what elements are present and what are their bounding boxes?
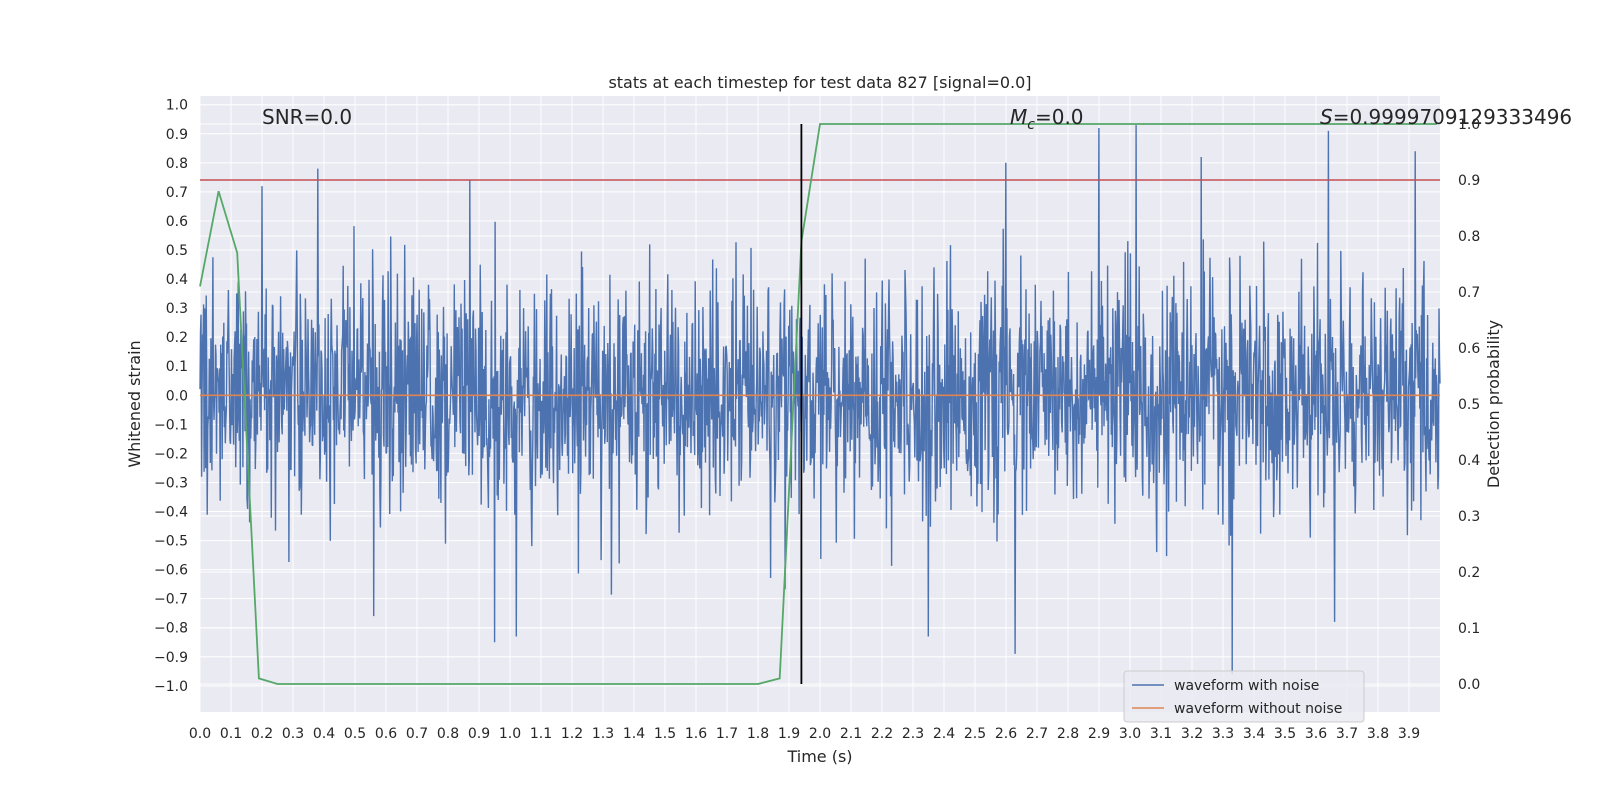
y-tick-label: 0.4 <box>166 272 188 288</box>
y-tick-label: −0.3 <box>154 475 188 491</box>
y-tick-label: 0.2 <box>166 330 188 346</box>
y-tick-label: −0.7 <box>154 592 188 608</box>
x-tick-label: 1.5 <box>654 726 676 742</box>
chirp-mass-annotation: Mc=0.0 <box>1010 105 1084 133</box>
x-tick-label: 0.4 <box>313 726 335 742</box>
s-symbol: S <box>1320 105 1333 129</box>
x-tick-label: 2.4 <box>933 726 955 742</box>
x-tick-label: 1.3 <box>592 726 614 742</box>
x-tick-label: 2.9 <box>1088 726 1110 742</box>
y-tick-label: 0.9 <box>166 127 188 143</box>
y-axis-right-ticks: 1.0 0.9 0.8 0.7 0.6 0.5 0.4 0.3 0.2 0.1 0.0 <box>1458 117 1480 693</box>
overlay-series <box>199 123 1440 685</box>
chirp-mass-symbol: M <box>1010 105 1027 129</box>
x-tick-label: 3.7 <box>1336 726 1358 742</box>
x-tick-label: 2.2 <box>871 726 893 742</box>
x-tick-label: 3.3 <box>1212 726 1234 742</box>
x-tick-label: 2.8 <box>1057 726 1079 742</box>
x-tick-label: 1.7 <box>716 726 738 742</box>
detection-probability-line <box>199 123 1437 685</box>
x-tick-label: 2.1 <box>840 726 862 742</box>
x-tick-label: 1.8 <box>747 726 769 742</box>
y-tick-label: −0.5 <box>154 534 188 550</box>
y-tick-label: 0.8 <box>166 156 188 172</box>
s-annotation: S=0.9999709129333496 <box>1320 105 1572 129</box>
y2-tick-label: 0.5 <box>1458 397 1480 413</box>
x-tick-label: 3.1 <box>1150 726 1172 742</box>
x-tick-label: 0.7 <box>406 726 428 742</box>
x-tick-label: 3.5 <box>1274 726 1296 742</box>
y-tick-label: −0.6 <box>154 563 188 579</box>
y2-tick-label: 0.8 <box>1458 229 1480 245</box>
x-axis-ticks: 0.0 0.1 0.2 0.3 0.4 0.5 0.6 0.7 0.8 0.9 1.0 1.1 1.2 1… <box>189 726 1420 742</box>
x-tick-label: 1.9 <box>778 726 800 742</box>
y2-tick-label: 0.9 <box>1458 173 1480 189</box>
x-tick-label: 2.3 <box>902 726 924 742</box>
x-tick-label: 3.0 <box>1119 726 1141 742</box>
x-tick-label: 0.0 <box>189 726 211 742</box>
y-tick-label: −1.0 <box>154 679 188 695</box>
x-tick-label: 2.7 <box>1026 726 1048 742</box>
y2-tick-label: 0.1 <box>1458 621 1480 637</box>
s-value: =0.9999709129333496 <box>1333 105 1572 129</box>
x-tick-label: 1.4 <box>623 726 645 742</box>
x-tick-label: 0.5 <box>344 726 366 742</box>
legend-label-waveform-without-noise: waveform without noise <box>1174 701 1342 717</box>
x-tick-label: 1.6 <box>685 726 707 742</box>
x-tick-label: 3.4 <box>1243 726 1265 742</box>
y-tick-label: −0.4 <box>154 505 188 521</box>
series-waveform-with-noise <box>199 125 1441 675</box>
chirp-mass-subscript: c <box>1027 117 1035 133</box>
x-tick-label: 2.0 <box>809 726 831 742</box>
y-axis-label: Whitened strain <box>125 340 144 467</box>
y-tick-label: −0.1 <box>154 417 188 433</box>
x-tick-label: 3.9 <box>1398 726 1420 742</box>
y2-tick-label: 0.6 <box>1458 341 1480 357</box>
x-tick-label: 0.1 <box>220 726 242 742</box>
x-tick-label: 1.0 <box>499 726 521 742</box>
x-tick-label: 3.8 <box>1367 726 1389 742</box>
x-tick-label: 0.9 <box>468 726 490 742</box>
y-tick-label: 0.5 <box>166 243 188 259</box>
y-tick-label: 0.1 <box>166 359 188 375</box>
y2-tick-label: 0.2 <box>1458 565 1480 581</box>
y-tick-label: 0.6 <box>166 214 188 230</box>
y2-tick-label: 0.4 <box>1458 453 1480 469</box>
y2-tick-label: 0.0 <box>1458 677 1480 693</box>
y2-tick-label: 0.7 <box>1458 285 1480 301</box>
y-tick-label: −0.9 <box>154 650 188 666</box>
legend: waveform with noise waveform without noi… <box>1123 670 1365 723</box>
y-tick-label: 0.3 <box>166 301 188 317</box>
x-tick-label: 0.8 <box>437 726 459 742</box>
x-axis-label: Time (s) <box>786 747 852 766</box>
y2-tick-label: 1.0 <box>1458 117 1480 133</box>
x-tick-label: 1.2 <box>561 726 583 742</box>
snr-annotation: SNR=0.0 <box>262 105 352 129</box>
chirp-mass-value: =0.0 <box>1035 105 1084 129</box>
x-tick-label: 0.3 <box>282 726 304 742</box>
y-tick-label: 0.7 <box>166 185 188 201</box>
x-tick-label: 3.6 <box>1305 726 1327 742</box>
legend-label-waveform-with-noise: waveform with noise <box>1174 678 1319 694</box>
y-axis-left-ticks: 1.0 0.9 0.8 0.7 0.6 0.5 0.4 0.3 0.2 0.1 0.0 −0.1 −0.… <box>154 98 188 695</box>
legend-box <box>1123 670 1365 723</box>
chart-title: stats at each timestep for test data 827… <box>608 73 1031 92</box>
x-tick-label: 2.6 <box>995 726 1017 742</box>
y2-tick-label: 0.3 <box>1458 509 1480 525</box>
waveform-with-noise-line <box>199 125 1441 675</box>
x-tick-label: 0.6 <box>375 726 397 742</box>
x-tick-label: 1.1 <box>530 726 552 742</box>
x-tick-label: 2.5 <box>964 726 986 742</box>
x-tick-label: 3.2 <box>1181 726 1203 742</box>
x-tick-label: 0.2 <box>251 726 273 742</box>
y2-axis-label: Detection probability <box>1484 320 1503 488</box>
y-tick-label: −0.8 <box>154 621 188 637</box>
y-tick-label: 0.0 <box>166 388 188 404</box>
y-tick-label: −0.2 <box>154 446 188 462</box>
y-tick-label: 1.0 <box>166 98 188 114</box>
